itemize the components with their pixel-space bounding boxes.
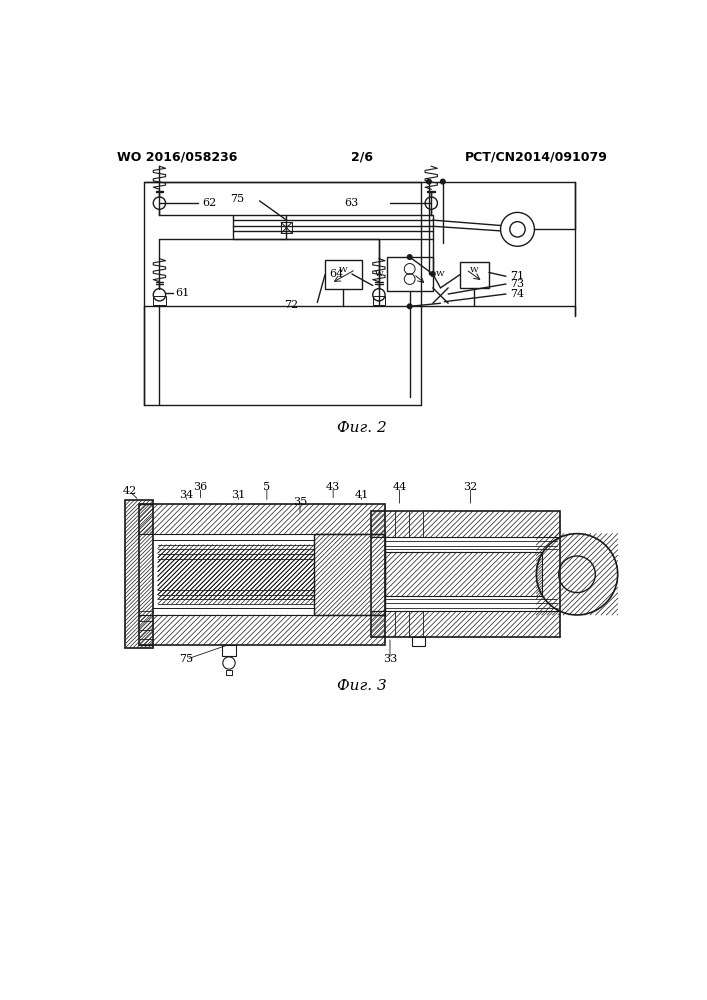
Text: W: W: [470, 266, 479, 274]
Text: 62: 62: [201, 198, 216, 208]
Bar: [387, 257, 433, 291]
Text: 2/6: 2/6: [351, 151, 373, 164]
Circle shape: [407, 255, 412, 259]
Text: 5: 5: [263, 482, 270, 492]
Text: 36: 36: [194, 482, 208, 492]
Text: PCT/CN2014/091079: PCT/CN2014/091079: [464, 151, 607, 164]
Text: 64: 64: [329, 269, 343, 279]
Bar: [385, 552, 542, 596]
Bar: [325, 260, 362, 289]
Bar: [281, 222, 292, 233]
Text: WO 2016/058236: WO 2016/058236: [117, 151, 238, 164]
Text: 31: 31: [231, 490, 245, 500]
Text: 61: 61: [175, 288, 189, 298]
Circle shape: [440, 179, 445, 184]
Text: Фиг. 3: Фиг. 3: [337, 679, 387, 693]
Bar: [371, 511, 561, 637]
Text: W: W: [436, 270, 445, 278]
Text: 42: 42: [122, 486, 136, 496]
Circle shape: [431, 272, 435, 276]
Text: 32: 32: [463, 482, 478, 492]
Circle shape: [426, 179, 431, 184]
Circle shape: [407, 304, 412, 309]
Text: 75: 75: [230, 194, 244, 204]
Text: 43: 43: [326, 482, 340, 492]
Bar: [233, 215, 433, 239]
Text: 44: 44: [392, 482, 407, 492]
Text: Фиг. 2: Фиг. 2: [337, 421, 387, 435]
Bar: [226, 670, 232, 675]
Text: W: W: [339, 266, 348, 274]
Bar: [125, 500, 153, 648]
Bar: [139, 504, 385, 645]
Text: 74: 74: [510, 289, 524, 299]
Text: W: W: [375, 270, 383, 278]
Text: 63: 63: [344, 198, 358, 208]
Text: 33: 33: [383, 654, 397, 664]
Text: 71: 71: [510, 271, 524, 281]
Text: 73: 73: [510, 279, 524, 289]
Bar: [222, 645, 236, 656]
Text: 41: 41: [354, 490, 368, 500]
Text: 72: 72: [284, 300, 298, 310]
Text: 75: 75: [180, 654, 194, 664]
Text: 34: 34: [180, 490, 194, 500]
Bar: [460, 262, 489, 288]
Bar: [153, 296, 165, 305]
Bar: [412, 637, 424, 646]
Text: 35: 35: [293, 497, 307, 507]
Bar: [314, 534, 385, 615]
Bar: [373, 296, 385, 305]
